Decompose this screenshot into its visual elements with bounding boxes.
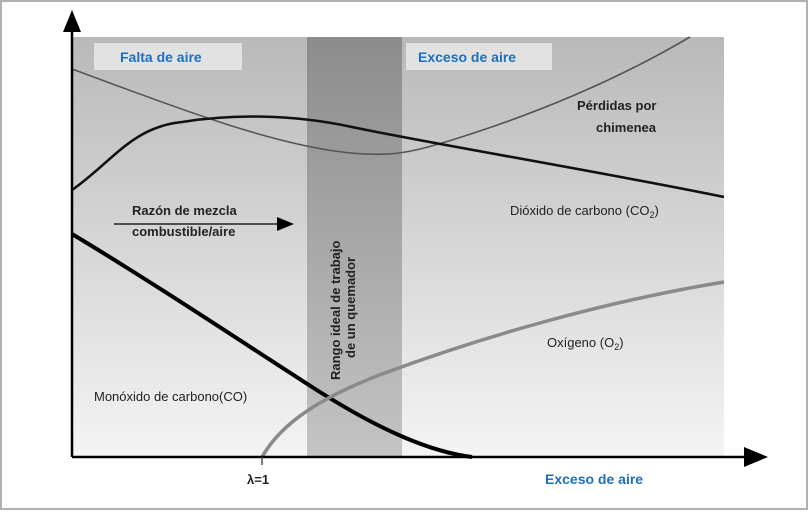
co2-curve — [71, 115, 725, 199]
lack-of-air-box — [94, 43, 242, 70]
co-label: Monóxido de carbono(CO) — [94, 389, 247, 404]
o2-curve — [260, 280, 725, 458]
ideal-range-label-line1: Rango ideal de trabajo — [328, 241, 343, 380]
stack-losses-curve — [71, 36, 691, 156]
mixture-arrow-icon — [277, 217, 294, 231]
stack-losses-label-line1: Pérdidas por — [577, 98, 656, 113]
excess-of-air-box — [406, 43, 552, 70]
x-axis-arrow-icon — [744, 447, 768, 467]
mixture-label-line2: combustible/aire — [132, 224, 235, 239]
stack-losses-label-line2: chimenea — [596, 120, 657, 135]
lack-of-air-label: Falta de aire — [120, 49, 202, 65]
y-axis-arrow-icon — [63, 10, 81, 32]
lambda-label: λ=1 — [247, 472, 269, 487]
o2-label: Oxígeno (O2) — [547, 335, 624, 352]
mixture-label-line1: Razón de mezcla — [132, 203, 238, 218]
co-curve — [70, 232, 473, 459]
excess-of-air-label: Exceso de aire — [418, 49, 516, 65]
co2-label: Dióxido de carbono (CO2) — [510, 203, 659, 220]
ideal-range-label-line2: de un quemador — [343, 257, 358, 358]
x-axis-label: Exceso de aire — [545, 471, 643, 487]
